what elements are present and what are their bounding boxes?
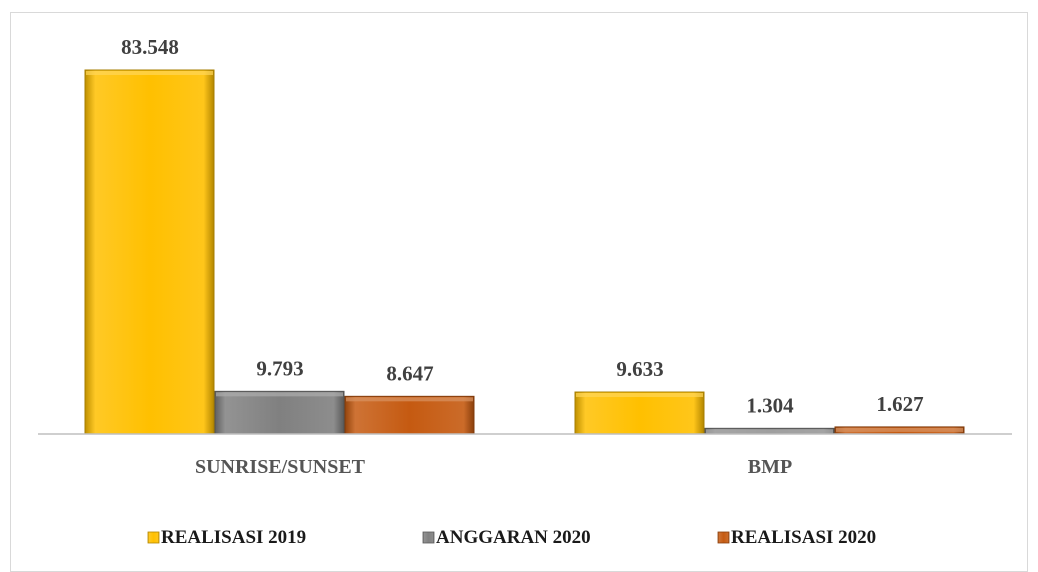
bar-highlight-realisasi-2020-sunrise-sunset (346, 397, 473, 402)
bar-highlight-realisasi-2020-bmp (836, 427, 963, 432)
legend-label-realisasi-2019: REALISASI 2019 (161, 527, 306, 548)
bar-highlight-realisasi-2019-sunrise-sunset (86, 71, 213, 75)
bar-anggaran-2020-sunrise-sunset (214, 390, 345, 435)
legend-item-realisasi-2020: REALISASI 2020 (717, 527, 876, 548)
data-label-realisasi-2020-bmp: 1.627 (876, 392, 923, 416)
legend-swatch-realisasi-2020 (717, 531, 730, 544)
category-label-sunrise-sunset: SUNRISE/SUNSET (195, 456, 366, 478)
category-label-bmp: BMP (748, 456, 792, 478)
legend-swatch-anggaran-2020 (422, 531, 435, 544)
bar-highlight-realisasi-2019-bmp (576, 393, 703, 398)
data-label-realisasi-2020-sunrise-sunset: 8.647 (386, 361, 433, 385)
data-label-anggaran-2020-bmp: 1.304 (746, 393, 794, 417)
bar-highlight-anggaran-2020-sunrise-sunset (216, 392, 343, 397)
legend-item-anggaran-2020: ANGGARAN 2020 (422, 527, 591, 548)
bar-highlight-anggaran-2020-bmp (706, 429, 833, 434)
legend-label-anggaran-2020: ANGGARAN 2020 (436, 527, 591, 548)
bar-chart: 83.548 9.793 8.647 9.633 1.304 1.627 SUNRISE/… (38, 35, 1012, 548)
data-label-realisasi-2019-sunrise-sunset: 83.548 (121, 35, 179, 59)
data-label-realisasi-2019-bmp: 9.633 (616, 357, 663, 381)
legend-swatch-realisasi-2019 (147, 531, 160, 544)
bar-realisasi-2019-bmp (574, 391, 705, 435)
bar-realisasi-2019-sunrise-sunset (84, 69, 215, 435)
data-label-anggaran-2020-sunrise-sunset: 9.793 (256, 356, 303, 380)
bar-realisasi-2020-sunrise-sunset (344, 395, 475, 435)
legend-label-realisasi-2020: REALISASI 2020 (731, 527, 876, 548)
legend-item-realisasi-2019: REALISASI 2019 (147, 527, 306, 548)
